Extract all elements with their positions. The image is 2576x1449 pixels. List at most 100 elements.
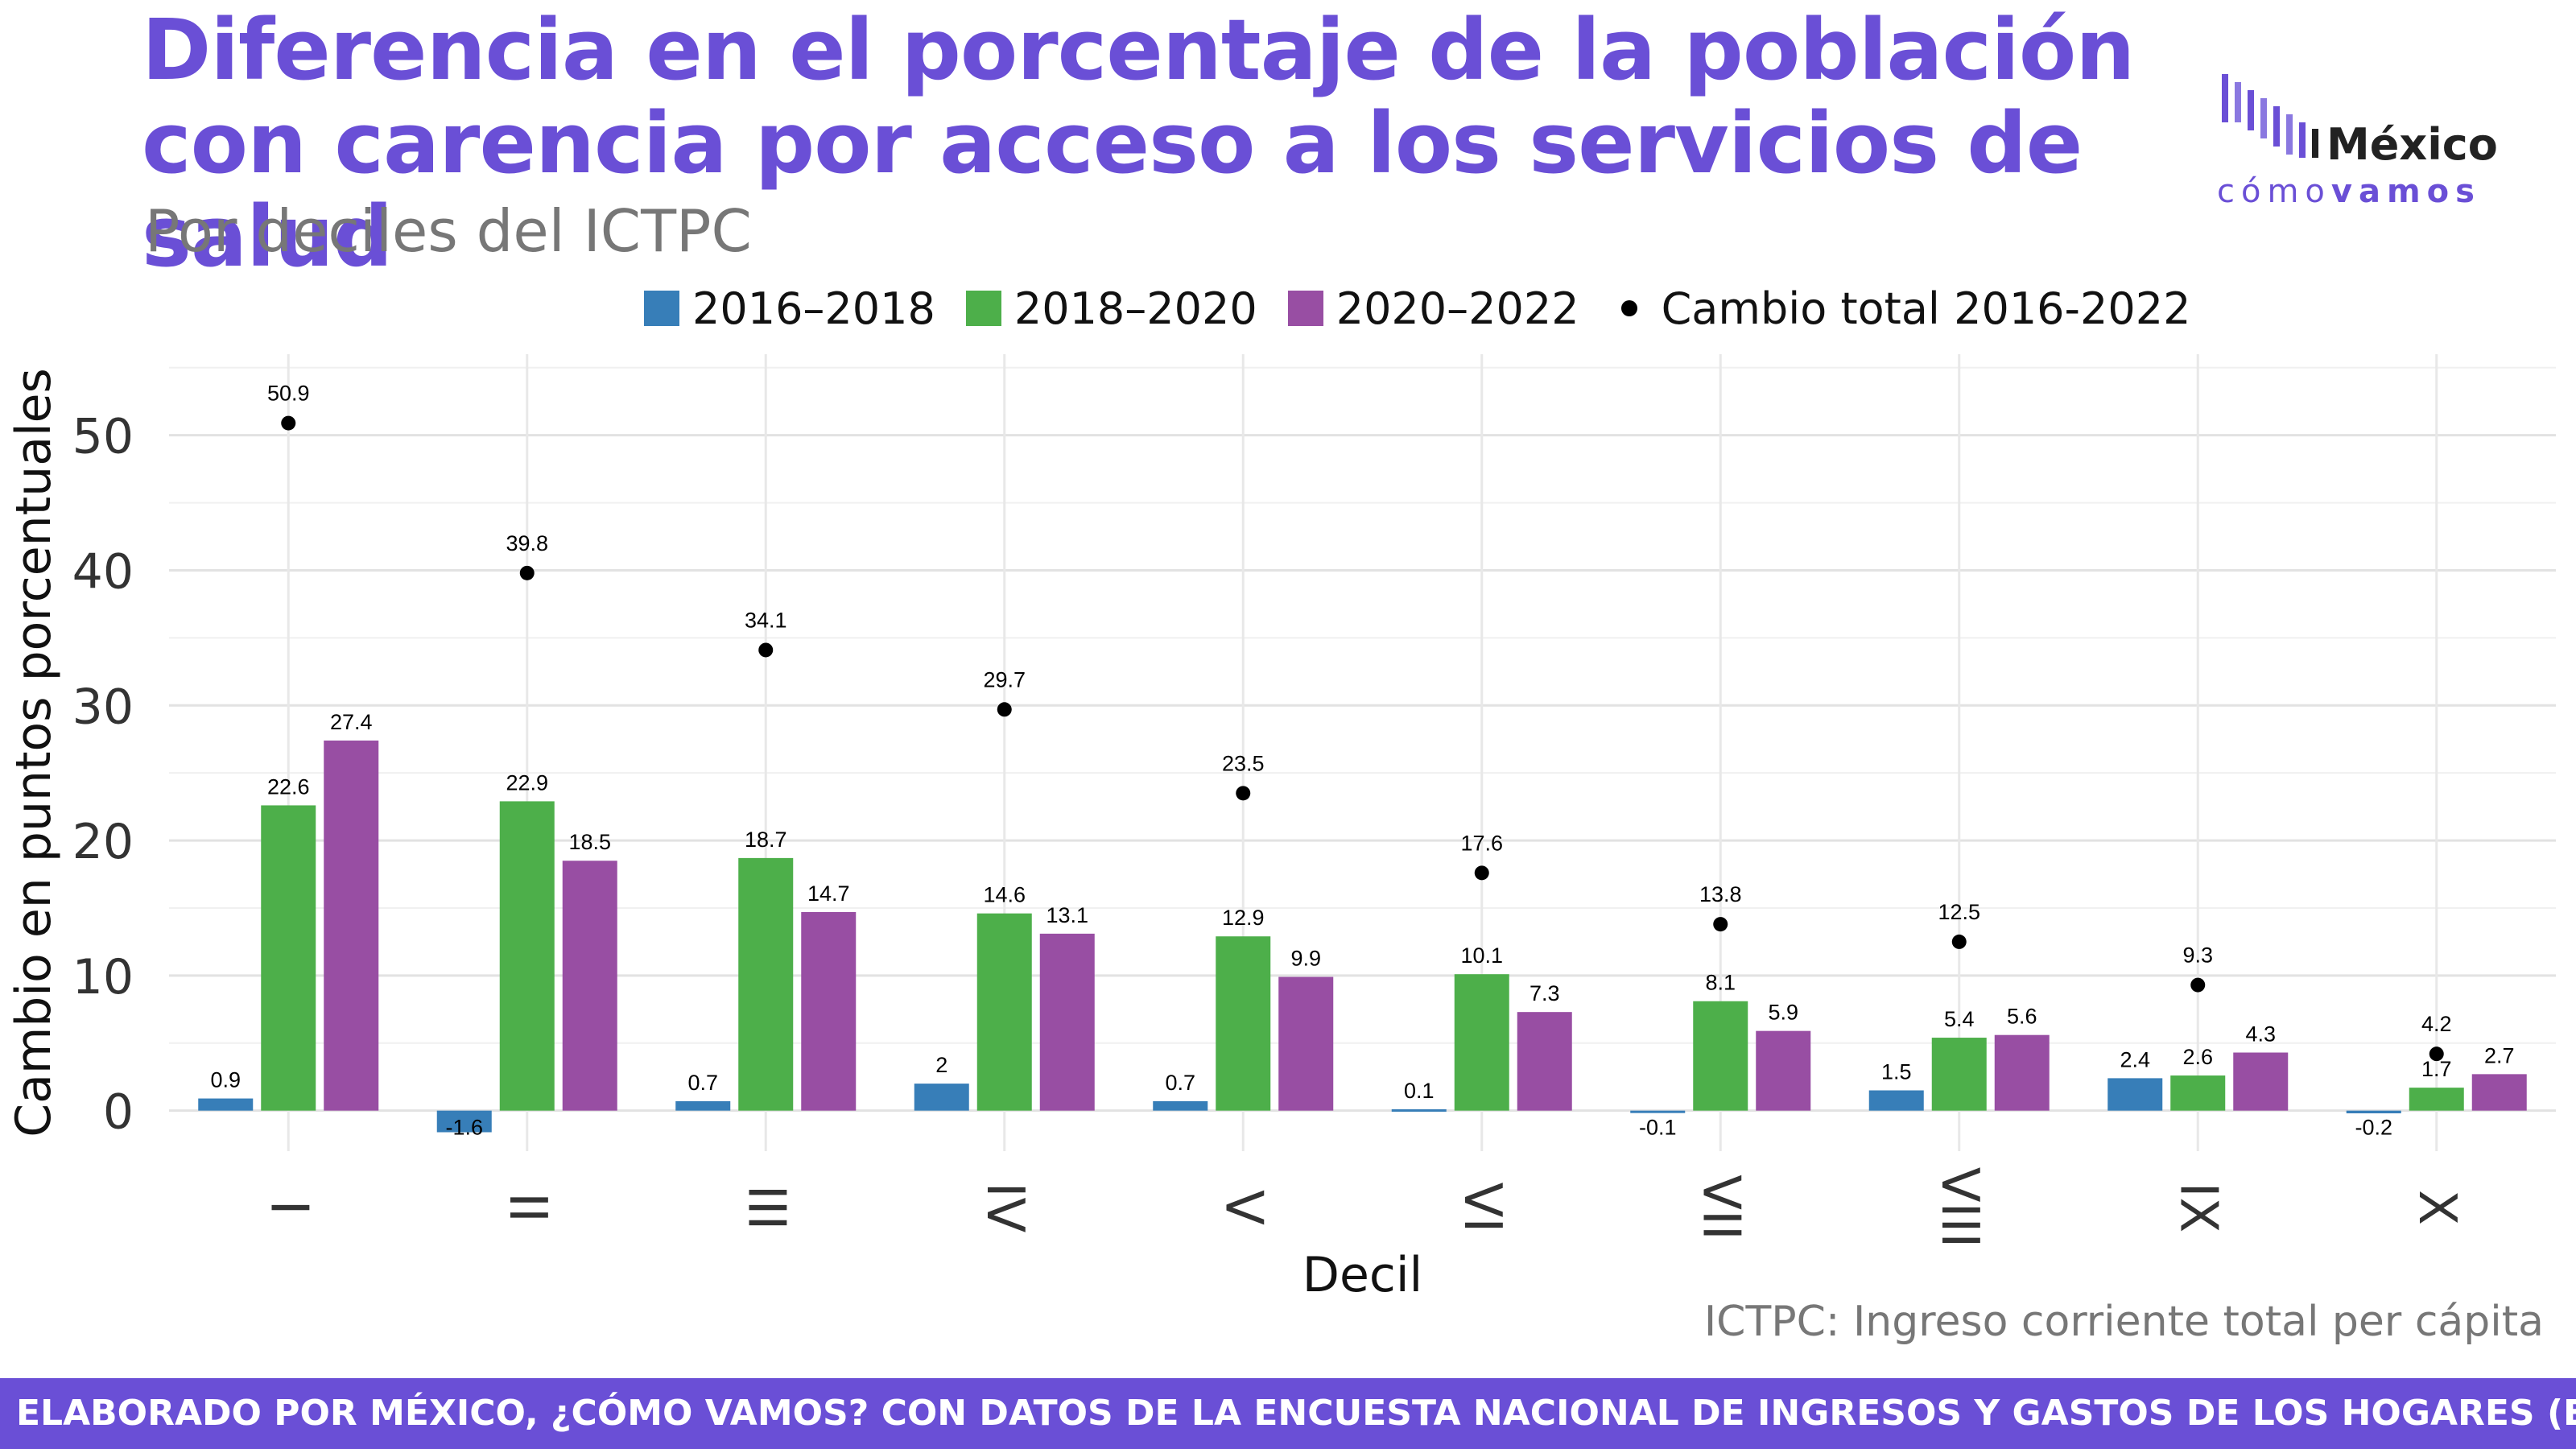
- data-label: 22.6: [267, 774, 310, 799]
- legend-item-total: Cambio total 2016-2022: [1610, 283, 2191, 334]
- total-label: 23.5: [1222, 751, 1265, 775]
- x-tick-label: V: [1213, 1190, 1273, 1225]
- x-tick-label: III: [736, 1185, 795, 1231]
- x-tick-label: I: [258, 1200, 318, 1216]
- total-label: 13.8: [1699, 882, 1742, 906]
- legend-label-s3: 2020–2022: [1335, 283, 1579, 334]
- legend-label-s1: 2016–2018: [692, 283, 935, 334]
- bar-2-IV: [976, 913, 1032, 1111]
- data-label: 5.6: [2007, 1005, 2037, 1029]
- data-label: 12.9: [1222, 906, 1265, 930]
- bar-2-II: [499, 801, 555, 1111]
- bar-2-VII: [1693, 1001, 1748, 1111]
- y-tick-label: 10: [72, 949, 134, 1005]
- total-point-IX: [2190, 977, 2206, 993]
- y-tick-label: 30: [72, 679, 134, 735]
- data-label: -0.2: [2355, 1116, 2392, 1140]
- x-tick-label: II: [497, 1192, 557, 1223]
- data-label: 27.4: [330, 710, 373, 734]
- logo-text-sub: cómovamos: [2217, 172, 2481, 211]
- total-point-VII: [1713, 917, 1728, 932]
- data-label: 22.9: [506, 770, 548, 795]
- x-tick-label: VII: [1690, 1174, 1750, 1241]
- mexico-como-vamos-logo: México cómovamos: [2214, 71, 2498, 216]
- legend-label-total: Cambio total 2016-2022: [1661, 283, 2191, 334]
- bar-2-VI: [1454, 974, 1509, 1111]
- x-tick-label: X: [2407, 1190, 2467, 1225]
- data-label: 4.3: [2245, 1022, 2276, 1046]
- x-tick-label: IX: [2168, 1183, 2227, 1233]
- total-label: 50.9: [267, 382, 310, 406]
- data-label: 18.5: [568, 830, 611, 854]
- data-label: 2.7: [2484, 1043, 2515, 1067]
- legend-swatch-s1: [644, 291, 679, 326]
- bar-1-IX: [2107, 1078, 2163, 1111]
- y-tick-label: 40: [72, 543, 134, 600]
- bar-3-III: [801, 912, 857, 1111]
- bar-2-V: [1216, 936, 1271, 1111]
- y-tick-label: 0: [103, 1084, 134, 1141]
- legend-item-s1: 2016–2018: [644, 283, 935, 334]
- total-label: 34.1: [745, 608, 787, 632]
- logo-sub-light: cómo: [2217, 173, 2331, 210]
- y-tick-label: 50: [72, 409, 134, 465]
- x-tick-label: IV: [975, 1183, 1034, 1233]
- bar-1-VII: [1630, 1110, 1686, 1113]
- bar-3-IX: [2233, 1052, 2289, 1111]
- logo-bars-icon: [2222, 74, 2318, 158]
- bar-2-IX: [2170, 1075, 2226, 1111]
- bar-2-I: [261, 805, 316, 1111]
- logo-sub-bold: vamos: [2330, 173, 2481, 210]
- data-label: 2: [935, 1053, 947, 1077]
- total-point-X: [2429, 1046, 2444, 1062]
- y-axis-title: Cambio en puntos porcentuales: [6, 368, 62, 1137]
- legend-swatch-s2: [965, 291, 1001, 326]
- total-point-IV: [997, 702, 1012, 717]
- total-label: 17.6: [1460, 831, 1503, 855]
- data-label: 2.4: [2120, 1047, 2150, 1071]
- logo-text-main: México: [2326, 119, 2498, 170]
- data-label: 2.6: [2182, 1045, 2213, 1069]
- total-point-VI: [1474, 865, 1489, 881]
- data-label: -1.6: [445, 1116, 483, 1140]
- data-label: 0.9: [210, 1068, 241, 1092]
- data-label: 10.1: [1460, 943, 1503, 968]
- data-label: 14.7: [807, 881, 850, 906]
- bar-3-VII: [1756, 1030, 1811, 1111]
- bar-1-I: [198, 1098, 254, 1111]
- footnote: ICTPC: Ingreso corriente total per cápit…: [1703, 1298, 2544, 1346]
- data-label: 13.1: [1046, 903, 1088, 927]
- total-point-VIII: [1951, 934, 1967, 949]
- bar-2-III: [738, 857, 794, 1111]
- data-label: 0.1: [1404, 1079, 1435, 1103]
- data-label: 5.4: [1944, 1007, 1975, 1031]
- legend-item-s3: 2020–2022: [1287, 283, 1579, 334]
- data-label: 1.5: [1881, 1059, 1912, 1084]
- data-label: 5.9: [1768, 1001, 1798, 1025]
- total-label: 39.8: [506, 531, 548, 555]
- bar-1-VIII: [1868, 1090, 1924, 1111]
- bar-2-VIII: [1931, 1038, 1987, 1111]
- total-point-I: [281, 415, 296, 431]
- source-footer: ELABORADO POR MÉXICO, ¿CÓMO VAMOS? CON D…: [0, 1378, 2576, 1449]
- total-label: 12.5: [1938, 900, 1980, 924]
- bar-1-X: [2346, 1110, 2401, 1114]
- bar-3-X: [2471, 1074, 2527, 1111]
- bar-3-IV: [1039, 933, 1095, 1111]
- y-tick-label: 20: [72, 814, 134, 870]
- bar-1-III: [675, 1100, 731, 1111]
- chart-title: Diferencia en el porcentaje de la poblac…: [142, 1, 2135, 286]
- x-tick-label: VI: [1452, 1183, 1512, 1233]
- bar-chart: 0 10 20 30 40 50 0.9 -1.6 0.7 2 0.7 0.1 -0.1 1.5 2.4 -0…: [6, 354, 2556, 1303]
- total-label: 9.3: [2182, 943, 2213, 968]
- legend-item-s2: 2018–2020: [965, 283, 1257, 334]
- total-point-III: [758, 642, 774, 658]
- bar-3-II: [562, 861, 617, 1111]
- total-point-II: [519, 565, 535, 580]
- bar-3-VI: [1517, 1012, 1572, 1111]
- bar-1-II: [436, 1110, 492, 1133]
- chart-subtitle: Por deciles del ICTPC: [145, 197, 752, 265]
- total-label: 29.7: [983, 667, 1026, 691]
- chart-legend: 2016–2018 2018–2020 2020–2022 Cambio tot…: [644, 280, 2207, 336]
- bar-1-VI: [1391, 1108, 1447, 1112]
